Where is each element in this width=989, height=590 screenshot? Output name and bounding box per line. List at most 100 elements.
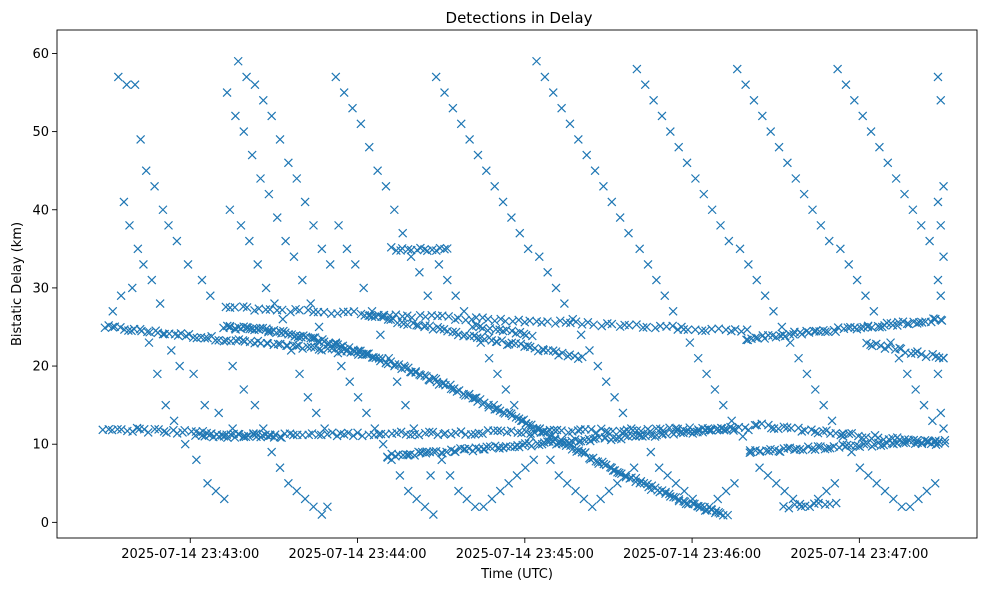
- data-point: [414, 267, 424, 277]
- data-point: [309, 220, 318, 230]
- data-point: [506, 409, 516, 419]
- data-point: [506, 213, 516, 222]
- data-point: [732, 64, 742, 74]
- data-point: [798, 445, 808, 455]
- data-point: [795, 444, 805, 454]
- data-point: [909, 435, 919, 445]
- data-point: [876, 441, 886, 451]
- data-point: [751, 333, 761, 343]
- data-point: [490, 181, 500, 191]
- data-point: [752, 275, 762, 285]
- data-point: [495, 486, 505, 496]
- data-point: [752, 420, 762, 430]
- data-point: [349, 306, 359, 316]
- data-point: [275, 134, 285, 144]
- data-point: [381, 181, 391, 191]
- data-point: [188, 333, 198, 343]
- data-point: [333, 309, 343, 318]
- data-point: [660, 291, 670, 301]
- data-point: [543, 317, 552, 327]
- data-point: [779, 502, 788, 511]
- data-point: [857, 433, 867, 443]
- data-point: [142, 327, 152, 337]
- data-point: [877, 322, 887, 332]
- data-point: [638, 323, 648, 333]
- data-point: [615, 213, 625, 222]
- data-point: [438, 379, 448, 389]
- y-axis-label: Bistatic Delay (km): [10, 222, 25, 346]
- data-point: [842, 440, 852, 450]
- data-point: [239, 127, 249, 137]
- data-point: [502, 340, 512, 350]
- data-point: [760, 291, 770, 301]
- data-point: [247, 150, 257, 160]
- data-point: [409, 424, 419, 434]
- data-point: [729, 426, 738, 435]
- data-point: [420, 244, 430, 254]
- x-tick-label: 2025-07-14 23:46:00: [623, 547, 761, 562]
- data-point: [771, 478, 781, 488]
- data-point: [267, 447, 277, 457]
- data-point: [350, 260, 360, 269]
- data-point: [456, 427, 466, 436]
- data-point: [679, 486, 689, 496]
- data-point: [523, 244, 533, 254]
- data-point: [658, 429, 667, 439]
- data-point: [612, 478, 622, 488]
- data-point: [145, 327, 155, 337]
- data-point: [626, 424, 636, 434]
- data-point: [504, 478, 514, 488]
- data-point: [786, 423, 796, 433]
- data-point: [406, 252, 416, 262]
- data-point: [516, 339, 526, 349]
- data-point: [310, 343, 320, 353]
- data-point: [730, 478, 739, 488]
- data-point: [442, 447, 451, 457]
- data-point: [589, 434, 598, 444]
- data-point: [319, 307, 329, 317]
- data-point: [858, 111, 868, 121]
- data-point: [308, 333, 318, 343]
- data-point: [116, 425, 126, 434]
- data-point: [912, 347, 922, 356]
- data-point: [267, 111, 277, 121]
- data-point: [933, 72, 943, 82]
- data-point: [456, 119, 466, 129]
- data-point: [331, 72, 341, 82]
- data-point: [707, 324, 717, 334]
- data-point: [831, 498, 841, 508]
- data-point: [387, 455, 396, 465]
- data-point: [936, 220, 946, 230]
- data-point: [682, 158, 692, 168]
- data-point: [557, 103, 567, 113]
- x-tick-label: 2025-07-14 23:47:00: [790, 547, 928, 562]
- data-point: [473, 150, 483, 160]
- data-point: [704, 425, 714, 435]
- data-point: [314, 345, 324, 354]
- data-point: [601, 377, 611, 387]
- data-point: [300, 197, 310, 207]
- data-point: [284, 329, 293, 339]
- data-point: [874, 142, 884, 152]
- data-point: [375, 330, 385, 340]
- data-point: [399, 319, 409, 329]
- data-point: [484, 353, 494, 363]
- data-point: [577, 319, 587, 329]
- data-point: [785, 329, 794, 339]
- data-point: [713, 494, 723, 504]
- data-point: [718, 400, 728, 410]
- data-point: [200, 400, 210, 410]
- data-point: [108, 322, 118, 332]
- data-point: [546, 455, 555, 465]
- data-point: [211, 486, 221, 496]
- data-point: [721, 325, 731, 335]
- data-point: [113, 72, 123, 82]
- data-point: [384, 353, 394, 363]
- data-point: [859, 439, 869, 449]
- data-point: [596, 494, 606, 504]
- data-point: [813, 428, 823, 438]
- data-point: [128, 427, 138, 436]
- data-point: [562, 478, 572, 488]
- data-point: [453, 313, 463, 323]
- data-point: [526, 441, 536, 451]
